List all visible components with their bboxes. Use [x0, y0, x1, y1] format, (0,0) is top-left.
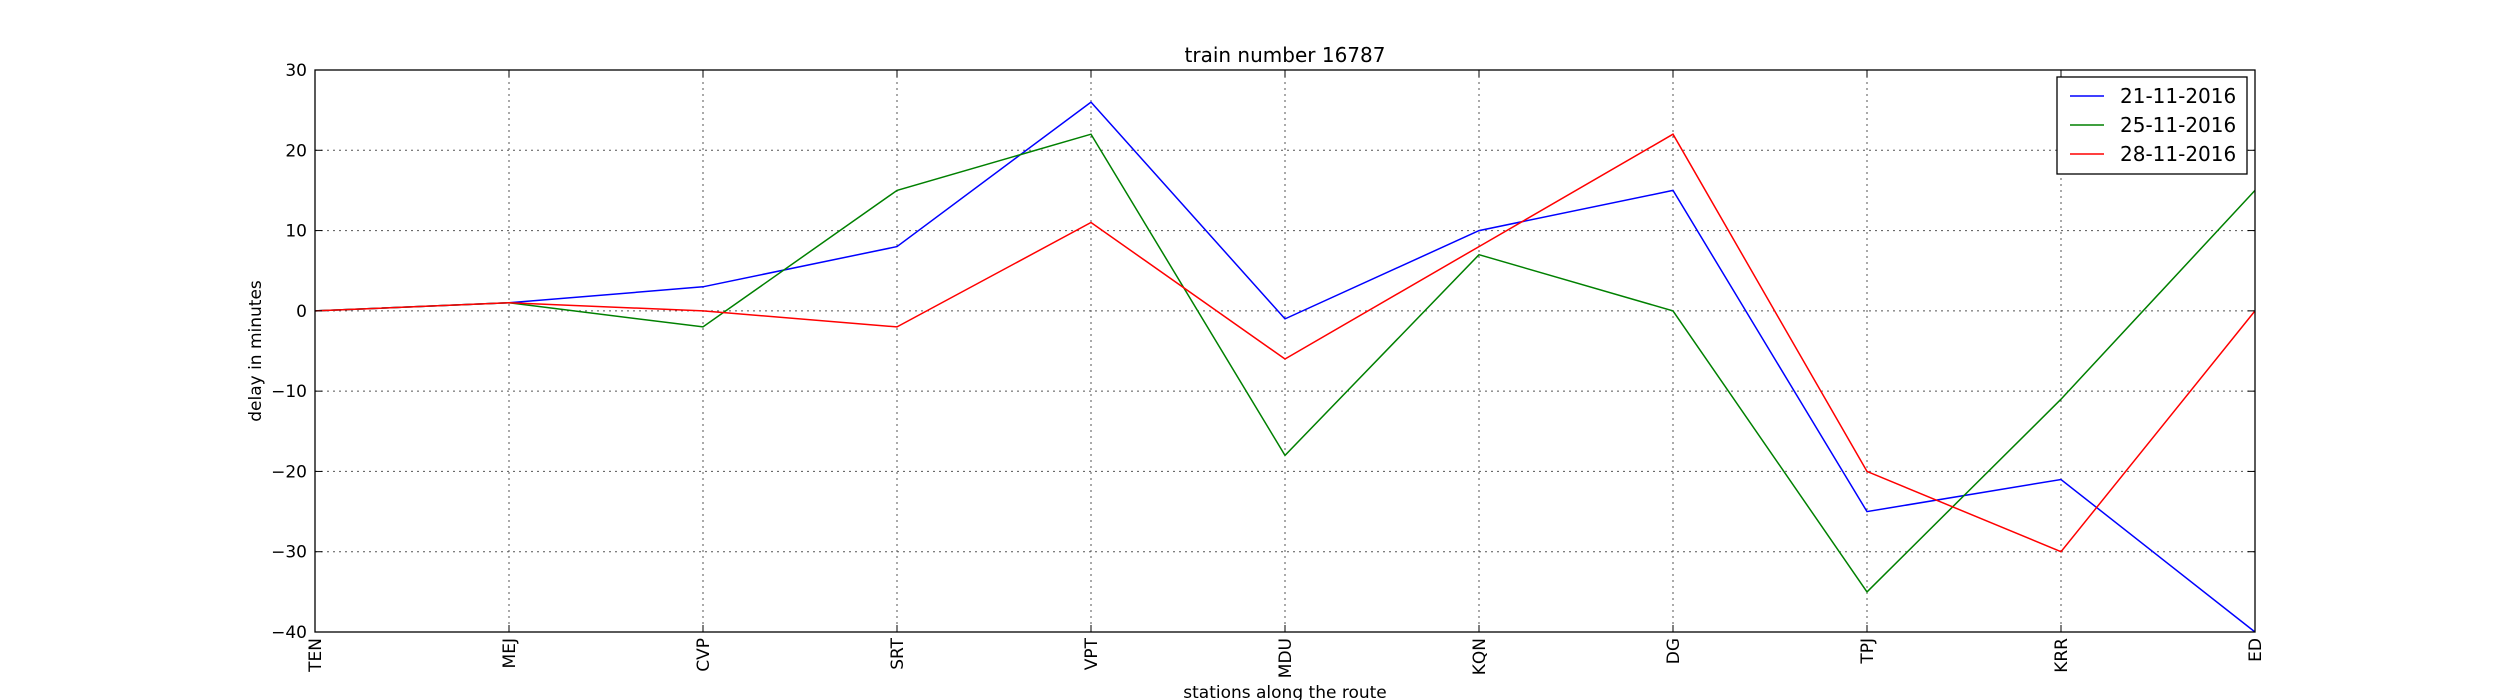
series-line-21-11-2016	[314, 101, 2256, 633]
chart-title: train number 16787	[1185, 43, 1386, 67]
legend: 21-11-2016 25-11-2016 28-11-2016	[2056, 76, 2248, 175]
axis-ticks: TEN MEJ CVP SRT VPT MDU KQN DG TPJ KRR ED −40 −30 −20…	[271, 61, 2266, 678]
x-axis-label: stations along the route	[1183, 683, 1387, 700]
legend-label-25-11-2016: 25-11-2016	[2120, 113, 2236, 137]
y-tick-label: −20	[271, 462, 307, 482]
legend-label-28-11-2016: 28-11-2016	[2120, 142, 2236, 166]
x-tick-label: KRR	[2052, 638, 2072, 673]
x-tick-label: CVP	[694, 638, 714, 672]
y-tick-label: −10	[271, 382, 307, 402]
x-tick-label: KQN	[1470, 638, 1490, 675]
y-tick-label: −30	[271, 543, 307, 563]
legend-label-21-11-2016: 21-11-2016	[2120, 84, 2236, 108]
y-tick-label: 20	[285, 141, 307, 161]
y-tick-label: 30	[285, 61, 307, 81]
x-tick-label: TPJ	[1858, 638, 1878, 665]
series-lines	[314, 101, 2256, 633]
y-axis-label: delay in minutes	[246, 280, 266, 422]
x-tick-label: VPT	[1082, 637, 1102, 670]
x-tick-label: MEJ	[500, 638, 520, 668]
x-tick-label: DG	[1664, 638, 1684, 664]
x-tick-label: MDU	[1276, 638, 1296, 678]
x-tick-label: TEN	[306, 638, 326, 673]
x-tick-label: ED	[2246, 638, 2266, 662]
y-tick-label: −40	[271, 623, 307, 643]
x-tick-label: SRT	[888, 637, 908, 669]
y-tick-label: 10	[285, 222, 307, 242]
y-tick-label: 0	[296, 302, 307, 322]
series-line-28-11-2016	[314, 133, 2256, 553]
series-line-25-11-2016	[314, 133, 2256, 594]
grid	[315, 70, 2255, 632]
